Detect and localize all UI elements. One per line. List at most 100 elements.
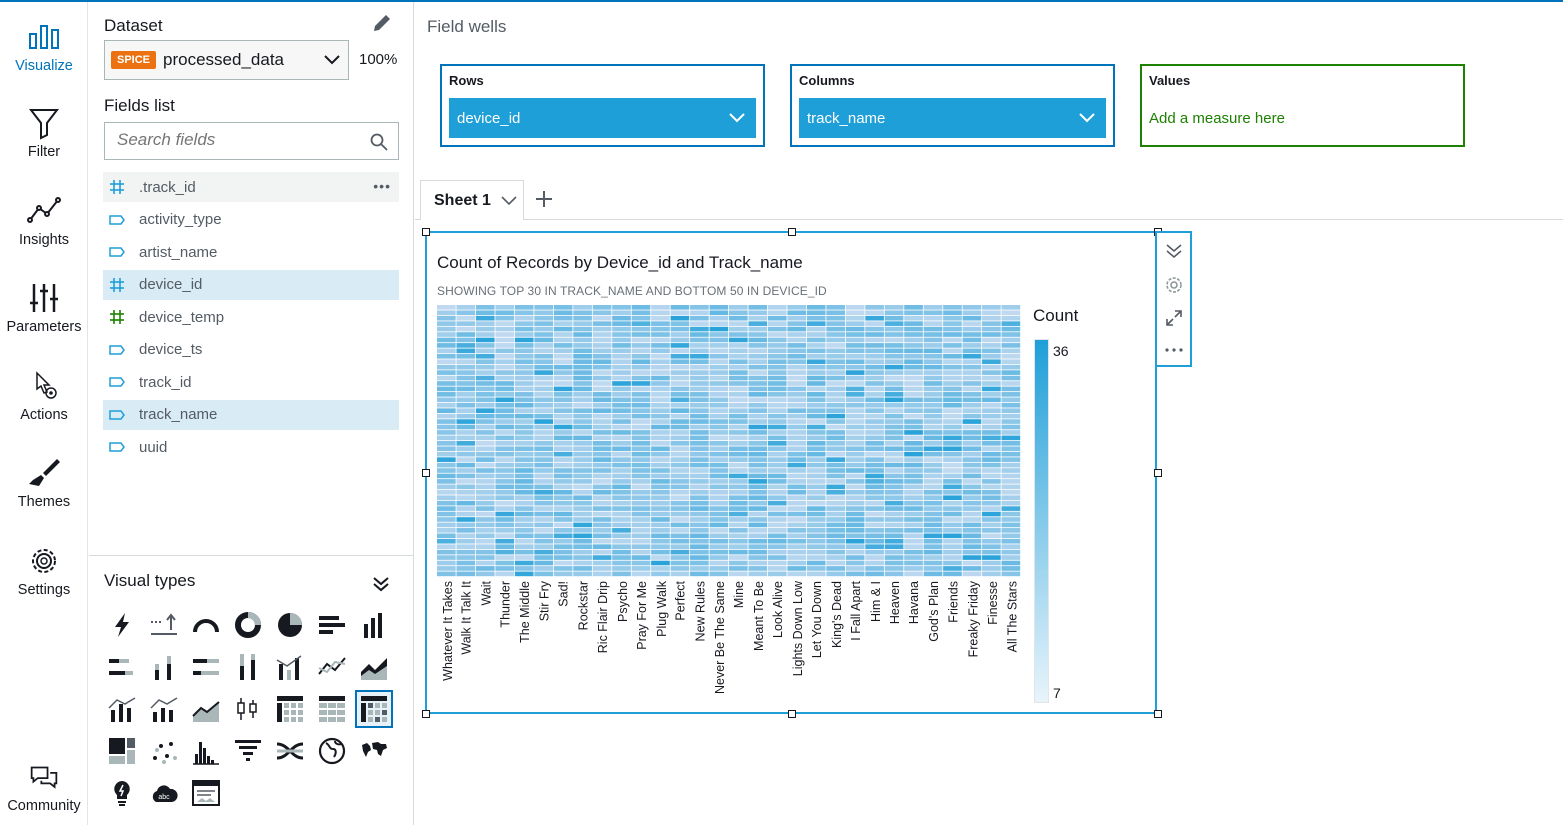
heatmap-cell[interactable] bbox=[573, 479, 592, 484]
heatmap-cell[interactable] bbox=[690, 321, 709, 326]
heatmap-cell[interactable] bbox=[1001, 462, 1021, 468]
heatmap-cell[interactable] bbox=[826, 435, 845, 441]
heatmap-cell[interactable] bbox=[884, 517, 904, 522]
heatmap-cell[interactable] bbox=[690, 555, 709, 560]
heatmap-cell[interactable] bbox=[1001, 468, 1021, 473]
heatmap-cell[interactable] bbox=[456, 326, 476, 332]
heatmap-cell[interactable] bbox=[943, 555, 962, 560]
heatmap-cell[interactable] bbox=[592, 441, 612, 446]
heatmap-cell[interactable] bbox=[865, 517, 884, 522]
heatmap-cell[interactable] bbox=[748, 560, 768, 566]
heatmap-cell[interactable] bbox=[865, 484, 884, 490]
heatmap-cell[interactable] bbox=[884, 381, 904, 386]
heatmap-cell[interactable] bbox=[767, 533, 787, 539]
heatmap-cell[interactable] bbox=[612, 435, 631, 441]
heatmap-cell[interactable] bbox=[1001, 506, 1021, 511]
heatmap-cell[interactable] bbox=[495, 435, 515, 441]
heatmap-cell[interactable] bbox=[729, 413, 748, 419]
heatmap-cell[interactable] bbox=[1001, 408, 1021, 413]
heatmap-cell[interactable] bbox=[475, 555, 495, 560]
heatmap-cell[interactable] bbox=[592, 468, 612, 473]
heatmap-cell[interactable] bbox=[982, 533, 1001, 539]
heatmap-cell[interactable] bbox=[670, 332, 690, 337]
heatmap-cell[interactable] bbox=[592, 506, 612, 511]
heatmap-cell[interactable] bbox=[806, 451, 826, 457]
heatmap-cell[interactable] bbox=[495, 571, 515, 577]
heatmap-cell[interactable] bbox=[884, 533, 904, 539]
heatmap-cell[interactable] bbox=[729, 435, 748, 441]
heatmap-cell[interactable] bbox=[709, 364, 729, 370]
heatmap-cell[interactable] bbox=[729, 364, 748, 370]
heatmap-cell[interactable] bbox=[1001, 441, 1021, 446]
heatmap-cell[interactable] bbox=[631, 353, 651, 359]
heatmap-cell[interactable] bbox=[534, 544, 553, 549]
heatmap-cell[interactable] bbox=[787, 402, 807, 408]
heatmap-cell[interactable] bbox=[904, 560, 923, 566]
pencil-icon[interactable] bbox=[371, 12, 393, 34]
heatmap-cell[interactable] bbox=[884, 359, 904, 365]
heatmap-cell[interactable] bbox=[748, 566, 768, 571]
heatmap-cell[interactable] bbox=[865, 332, 884, 337]
heatmap-cell[interactable] bbox=[884, 305, 904, 310]
heatmap-cell[interactable] bbox=[748, 468, 768, 473]
heatmap-cell[interactable] bbox=[748, 517, 768, 522]
heatmap-cell[interactable] bbox=[923, 348, 943, 354]
heatmap-cell[interactable] bbox=[729, 310, 748, 316]
heatmap-cell[interactable] bbox=[865, 468, 884, 473]
heatmap-cell[interactable] bbox=[651, 337, 670, 343]
heatmap-cell[interactable] bbox=[437, 479, 456, 484]
heatmap-cell[interactable] bbox=[495, 506, 515, 511]
heatmap-cell[interactable] bbox=[534, 315, 553, 321]
heatmap-cell[interactable] bbox=[534, 528, 553, 533]
heatmap-cell[interactable] bbox=[437, 517, 456, 522]
heatmap-cell[interactable] bbox=[573, 549, 592, 555]
stacked-combo-icon[interactable] bbox=[145, 690, 183, 728]
heatmap-cell[interactable] bbox=[806, 517, 826, 522]
heatmap-cell[interactable] bbox=[884, 528, 904, 533]
heatmap-cell[interactable] bbox=[612, 332, 631, 337]
heatmap-cell[interactable] bbox=[767, 441, 787, 446]
heatmap-cell[interactable] bbox=[495, 364, 515, 370]
heatmap-cell[interactable] bbox=[904, 424, 923, 430]
heatmap-cell[interactable] bbox=[495, 462, 515, 468]
heatmap-cell[interactable] bbox=[923, 451, 943, 457]
heatmap-cell[interactable] bbox=[573, 381, 592, 386]
heatmap-cell[interactable] bbox=[1001, 310, 1021, 316]
heatmap-cell[interactable] bbox=[923, 489, 943, 495]
heatmap-cell[interactable] bbox=[495, 326, 515, 332]
heatmap-cell[interactable] bbox=[982, 538, 1001, 544]
heatmap-cell[interactable] bbox=[943, 522, 962, 528]
heatmap-cell[interactable] bbox=[767, 446, 787, 452]
heatmap-cell[interactable] bbox=[690, 495, 709, 501]
values-well[interactable]: Values Add a measure here bbox=[1140, 64, 1465, 147]
heatmap-cell[interactable] bbox=[651, 479, 670, 484]
heatmap-cell[interactable] bbox=[514, 566, 534, 571]
heatmap-cell[interactable] bbox=[514, 528, 534, 533]
heatmap-cell[interactable] bbox=[631, 457, 651, 462]
heatmap-cell[interactable] bbox=[729, 326, 748, 332]
heatmap-cell[interactable] bbox=[845, 571, 865, 577]
heatmap-cell[interactable] bbox=[670, 370, 690, 375]
heatmap-cell[interactable] bbox=[651, 343, 670, 348]
heatmap-cell[interactable] bbox=[806, 555, 826, 560]
heatmap-cell[interactable] bbox=[748, 506, 768, 511]
heatmap-cell[interactable] bbox=[612, 430, 631, 435]
heatmap-cell[interactable] bbox=[534, 441, 553, 446]
heatmap-cell[interactable] bbox=[670, 375, 690, 381]
heatmap-cell[interactable] bbox=[923, 571, 943, 577]
heatmap-cell[interactable] bbox=[573, 533, 592, 539]
heatmap-cell[interactable] bbox=[767, 305, 787, 310]
heatmap-cell[interactable] bbox=[553, 484, 573, 490]
heatmap-cell[interactable] bbox=[456, 413, 476, 419]
heatmap-cell[interactable] bbox=[865, 386, 884, 392]
heatmap-cell[interactable] bbox=[573, 441, 592, 446]
heatmap-cell[interactable] bbox=[612, 321, 631, 326]
heatmap-cell[interactable] bbox=[787, 571, 807, 577]
heatmap-cell[interactable] bbox=[475, 566, 495, 571]
heatmap-cell[interactable] bbox=[1001, 457, 1021, 462]
heatmap-cell[interactable] bbox=[1001, 484, 1021, 490]
heatmap-cell[interactable] bbox=[826, 446, 845, 452]
heatmap-cell[interactable] bbox=[904, 359, 923, 365]
heatmap-cell[interactable] bbox=[845, 441, 865, 446]
heatmap-cell[interactable] bbox=[904, 310, 923, 316]
